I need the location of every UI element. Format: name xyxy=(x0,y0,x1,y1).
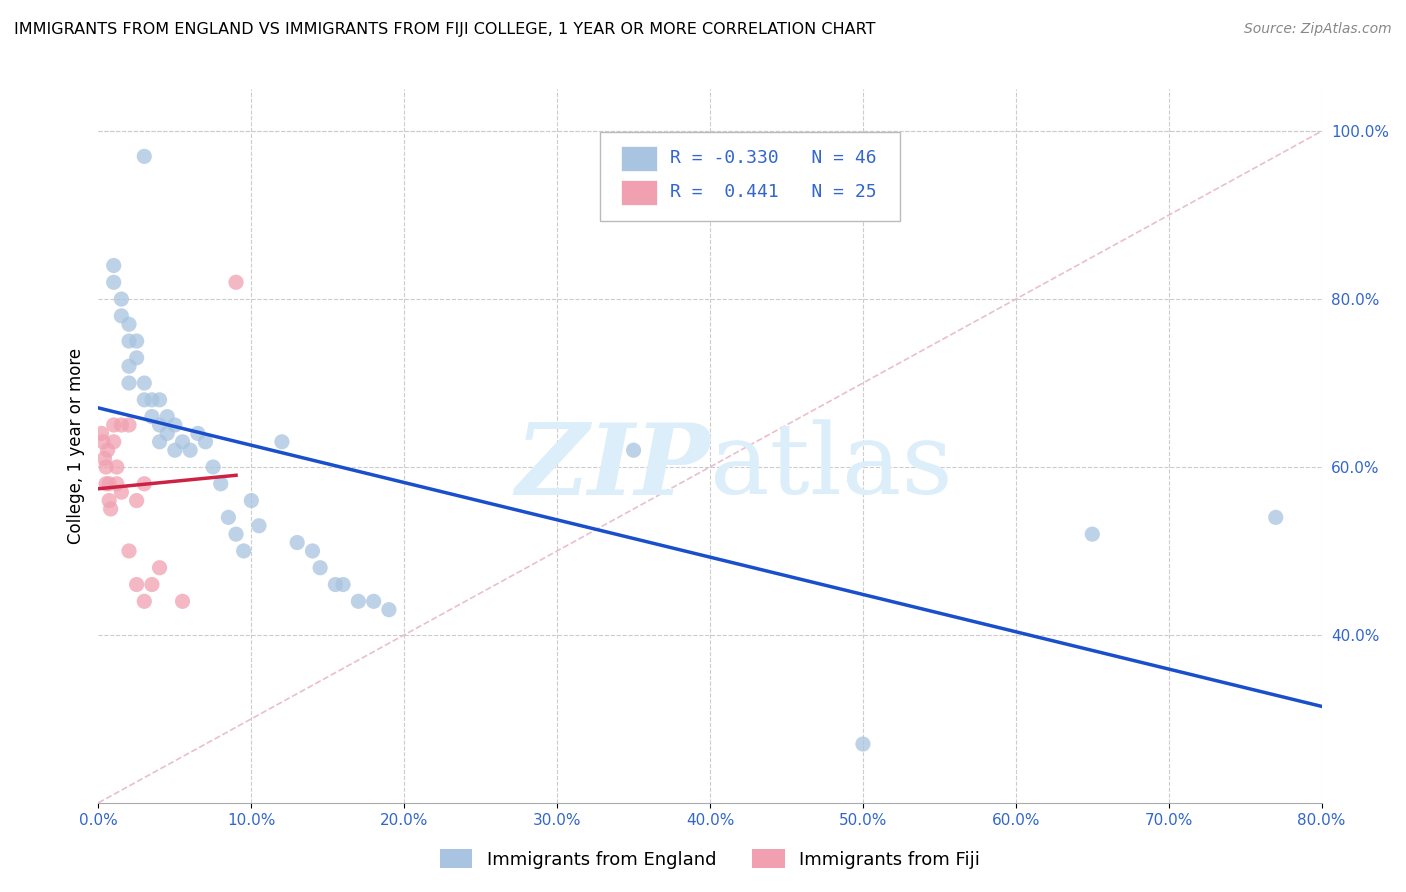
FancyBboxPatch shape xyxy=(600,132,900,221)
Point xyxy=(194,434,217,449)
Point xyxy=(134,392,156,407)
Point xyxy=(141,392,163,407)
Text: atlas: atlas xyxy=(710,419,953,516)
Legend: Immigrants from England, Immigrants from Fiji: Immigrants from England, Immigrants from… xyxy=(433,842,987,876)
Point xyxy=(105,476,128,491)
Point xyxy=(141,577,163,591)
Point xyxy=(378,603,401,617)
Point xyxy=(172,594,194,608)
Point xyxy=(103,417,125,432)
FancyBboxPatch shape xyxy=(620,146,658,171)
Point xyxy=(118,334,141,348)
Point xyxy=(309,560,332,574)
Point xyxy=(110,309,132,323)
Point xyxy=(156,426,179,441)
Point xyxy=(332,577,354,591)
Point xyxy=(172,434,194,449)
Text: IMMIGRANTS FROM ENGLAND VS IMMIGRANTS FROM FIJI COLLEGE, 1 YEAR OR MORE CORRELAT: IMMIGRANTS FROM ENGLAND VS IMMIGRANTS FR… xyxy=(14,22,876,37)
Point xyxy=(163,417,186,432)
Point xyxy=(110,292,132,306)
Point xyxy=(105,460,128,475)
Point xyxy=(98,476,121,491)
Point xyxy=(118,417,141,432)
Point xyxy=(149,560,172,574)
Point xyxy=(125,577,148,591)
Point xyxy=(118,544,141,558)
Text: ZIP: ZIP xyxy=(515,419,710,516)
Point xyxy=(125,493,148,508)
Point xyxy=(363,594,385,608)
Point xyxy=(225,527,247,541)
Point xyxy=(179,443,201,458)
Point xyxy=(103,275,125,289)
Point xyxy=(134,476,156,491)
Point xyxy=(90,426,112,441)
Point xyxy=(156,409,179,424)
Point xyxy=(852,737,875,751)
Point xyxy=(103,434,125,449)
Point xyxy=(118,376,141,390)
Point xyxy=(347,594,370,608)
Point xyxy=(149,392,172,407)
Point xyxy=(103,259,125,273)
Point xyxy=(225,275,247,289)
Point xyxy=(187,426,209,441)
Point xyxy=(1081,527,1104,541)
Point xyxy=(134,376,156,390)
Point xyxy=(325,577,347,591)
Point xyxy=(149,434,172,449)
Point xyxy=(202,460,225,475)
Point xyxy=(1264,510,1286,524)
Point xyxy=(118,318,141,332)
Text: Source: ZipAtlas.com: Source: ZipAtlas.com xyxy=(1244,22,1392,37)
Point xyxy=(97,443,120,458)
Point xyxy=(100,502,122,516)
Point xyxy=(134,594,156,608)
Text: R =  0.441   N = 25: R = 0.441 N = 25 xyxy=(669,183,876,201)
Point xyxy=(247,518,270,533)
Point xyxy=(91,434,114,449)
Point xyxy=(94,476,117,491)
Point xyxy=(301,544,323,558)
Point xyxy=(94,460,117,475)
FancyBboxPatch shape xyxy=(620,180,658,205)
Point xyxy=(240,493,263,508)
Point xyxy=(110,417,132,432)
Point xyxy=(217,510,239,524)
Point xyxy=(232,544,254,558)
Point xyxy=(623,443,645,458)
Point xyxy=(270,434,292,449)
Point xyxy=(134,149,156,163)
Point xyxy=(141,409,163,424)
Text: R = -0.330   N = 46: R = -0.330 N = 46 xyxy=(669,150,876,168)
Point xyxy=(125,351,148,365)
Point xyxy=(285,535,308,549)
Y-axis label: College, 1 year or more: College, 1 year or more xyxy=(66,348,84,544)
Point xyxy=(149,417,172,432)
Point xyxy=(209,476,232,491)
Point xyxy=(110,485,132,500)
Point xyxy=(93,451,115,466)
Point xyxy=(163,443,186,458)
Point xyxy=(125,334,148,348)
Point xyxy=(98,493,121,508)
Point xyxy=(118,359,141,374)
